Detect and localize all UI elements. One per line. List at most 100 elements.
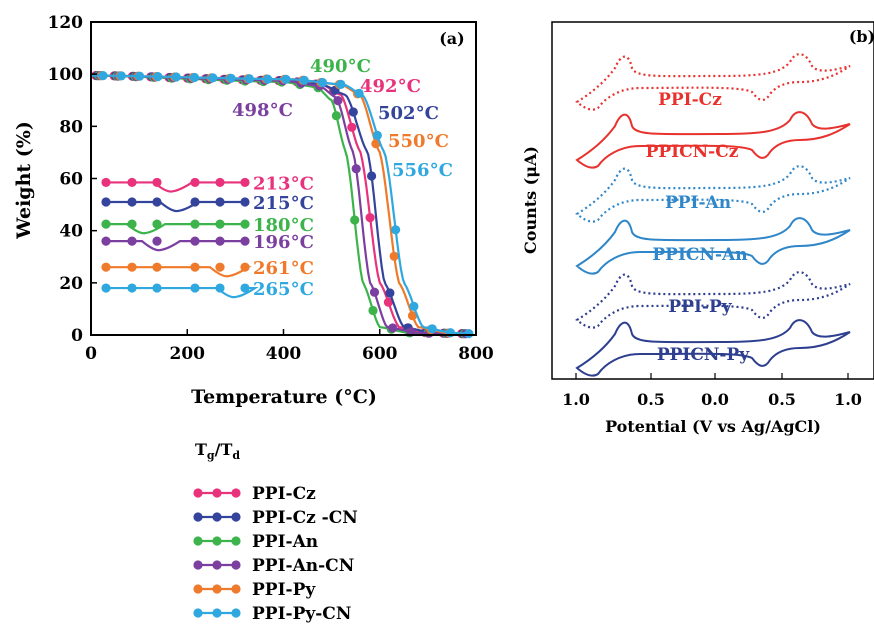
tg-label: 265°C: [253, 279, 314, 300]
tg-point: [127, 283, 137, 293]
x-tick-label-b: 1.0: [562, 390, 590, 409]
cv-curve-2: [575, 165, 851, 223]
cv-label: PPI-Py: [668, 297, 732, 317]
tg-point: [215, 262, 225, 272]
x-tick-label-b: 1.0: [834, 390, 862, 409]
legend-item-2: PPI-An: [193, 532, 318, 552]
cv-label: PPICN-Py: [657, 345, 750, 365]
tga-point: [388, 323, 398, 333]
tg-label: 196°C: [253, 232, 314, 253]
tg-point: [152, 177, 162, 188]
legend-marker: [212, 584, 222, 594]
tga-point: [407, 311, 418, 321]
y-axis-title-b: Counts (μA): [521, 146, 540, 254]
cv-curve-1: [575, 111, 851, 169]
x-tick-label-b: 0.5: [637, 390, 665, 409]
tg-point: [240, 236, 250, 246]
y-tick-label-a: 60: [59, 170, 83, 190]
tg-label: 261°C: [253, 258, 314, 279]
legend-label: PPI-Cz: [252, 484, 316, 504]
tg-point: [240, 177, 250, 188]
tg-point: [152, 197, 162, 207]
tga-point: [189, 72, 200, 83]
tg-trace-4: 261°C: [101, 258, 314, 279]
td-label: 502°C: [378, 103, 439, 124]
panel-label-b: (b): [849, 27, 874, 46]
legend-marker: [212, 536, 222, 546]
tg-point: [240, 262, 250, 272]
legend-marker: [212, 512, 222, 522]
tg-point: [190, 219, 200, 229]
tg-point: [101, 197, 111, 207]
tga-point: [391, 225, 401, 235]
legend-marker: [193, 584, 203, 594]
tga-series-5: [91, 71, 474, 339]
legend-marker: [231, 536, 241, 546]
legend-marker: [231, 584, 241, 594]
td-label: 492°C: [360, 76, 421, 97]
tga-point: [347, 122, 357, 132]
y-tick-label-a: 120: [48, 13, 84, 33]
tg-label: 215°C: [253, 193, 314, 214]
tg-point: [152, 219, 162, 229]
legend-item-5: PPI-Py-CN: [193, 604, 351, 624]
tga-point: [354, 88, 364, 98]
tg-label: 180°C: [253, 215, 314, 236]
legend-item-4: PPI-Py: [193, 580, 316, 600]
legend-marker: [231, 488, 241, 498]
tg-trace-2: 180°C: [101, 215, 314, 236]
tga-point: [98, 71, 108, 81]
legend-item-0: PPI-Cz: [193, 484, 316, 504]
cv-label: PPICN-Cz: [646, 142, 739, 162]
y-tick-label-a: 0: [71, 326, 83, 346]
tga-point: [208, 73, 218, 83]
tga-point: [385, 288, 395, 298]
legend: Tg/Td PPI-Cz PPI-Cz -CN PPI-An PPI-An-CN PPI…: [193, 440, 358, 624]
legend-label: PPI-An-CN: [252, 556, 354, 576]
td-label: 490°C: [310, 56, 371, 77]
tga-point: [367, 171, 377, 181]
tg-point: [101, 177, 111, 188]
tga-point: [368, 305, 378, 316]
legend-marker: [231, 512, 241, 522]
legend-label: PPI-Py-CN: [252, 604, 351, 624]
tg-point: [215, 177, 225, 188]
tg-trace-5: 265°C: [101, 279, 314, 300]
cv-label: PPICN-An: [652, 245, 747, 265]
tg-point: [127, 219, 137, 229]
legend-marker: [193, 512, 203, 522]
x-tick-label-a: 400: [266, 344, 302, 364]
y-tick-label-a: 100: [48, 65, 84, 85]
tg-point: [101, 236, 111, 246]
td-label: 556°C: [392, 160, 453, 181]
legend-item-3: PPI-An-CN: [193, 556, 354, 576]
tga-point: [350, 215, 360, 225]
x-tick-label-a: 200: [170, 344, 206, 364]
tg-point: [240, 197, 250, 207]
tga-point: [244, 74, 254, 84]
tg-point: [215, 197, 225, 207]
tga-point: [348, 107, 358, 117]
tga-point: [331, 111, 341, 121]
tg-line: [106, 240, 245, 252]
tga-point: [464, 329, 474, 339]
x-tick-label-a: 800: [458, 344, 494, 364]
tg-point: [190, 197, 200, 207]
tga-point: [369, 287, 380, 297]
tg-point: [152, 283, 162, 293]
tga-point: [389, 251, 399, 261]
tga-point: [116, 71, 126, 81]
x-tick-label-a: 600: [362, 344, 398, 364]
legend-marker: [231, 608, 241, 618]
plot-frame-b: [551, 21, 874, 380]
legend-marker: [193, 608, 203, 618]
legend-label: PPI-Py: [252, 580, 316, 600]
tg-point: [240, 283, 250, 293]
y-tick-label-a: 20: [59, 274, 83, 294]
tga-point: [281, 74, 291, 84]
x-axis-title-a: Temperature (°C): [191, 386, 377, 408]
panel-b-cv-chart: PPI-Cz PPICN-Cz PPI-An PPICN-An PPI-Py PPICN-…: [521, 21, 874, 436]
tg-label: 213°C: [253, 173, 314, 194]
cv-curve-3: [575, 217, 851, 275]
